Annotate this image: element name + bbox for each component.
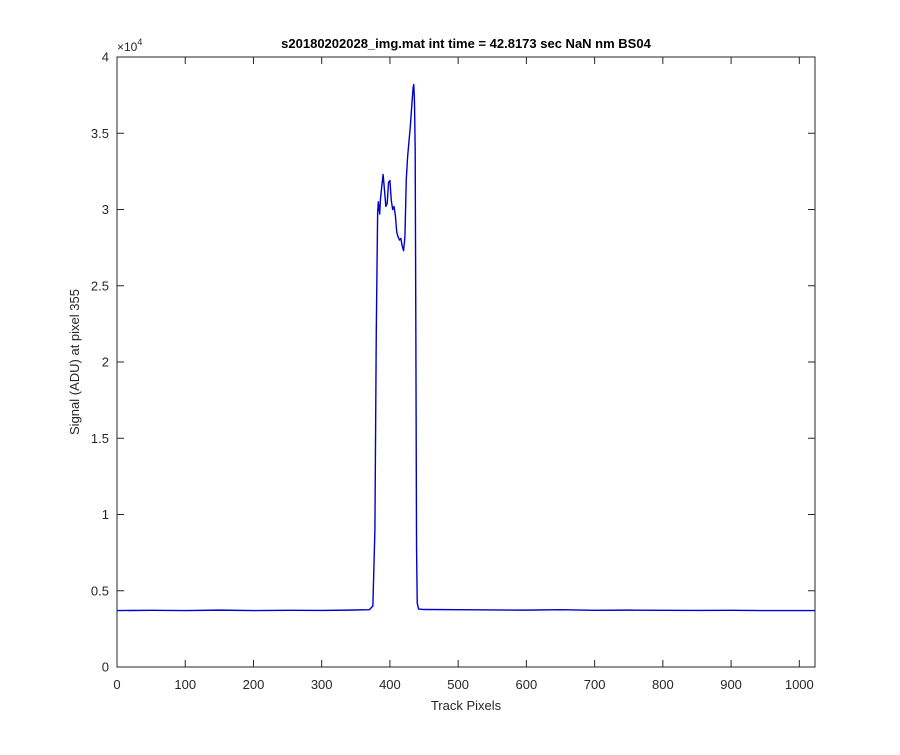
chart-title: s20180202028_img.mat int time = 42.8173 … (281, 36, 651, 51)
x-tick-label: 900 (720, 677, 742, 692)
y-axis-exponent: ×104 (117, 37, 142, 54)
y-tick-label: 1.5 (91, 431, 109, 446)
series-line-1 (116, 83, 815, 612)
y-tick-label: 3 (102, 202, 109, 217)
plot-area (116, 83, 815, 612)
y-tick-label: 0.5 (91, 583, 109, 598)
x-tick-label: 0 (113, 677, 120, 692)
x-tick-label: 400 (379, 677, 401, 692)
y-tick-label: 2 (102, 355, 109, 370)
x-tick-label: 800 (652, 677, 674, 692)
x-tick-label: 300 (311, 677, 333, 692)
y-exponent-base: ×10 (117, 40, 138, 54)
x-tick-label: 600 (516, 677, 538, 692)
axis-ticks: 0 100 200 300 400 500 600 700 800 900 1000 0 0.5 1 1.5… (91, 50, 815, 692)
y-exponent-power: 4 (137, 37, 142, 47)
x-tick-label: 700 (584, 677, 606, 692)
x-tick-label: 500 (447, 677, 469, 692)
x-tick-label: 200 (243, 677, 265, 692)
y-tick-label: 0 (102, 660, 109, 675)
y-tick-label: 4 (102, 50, 109, 65)
y-tick-label: 1 (102, 507, 109, 522)
x-tick-label: 1000 (785, 677, 814, 692)
x-axis-label: Track Pixels (431, 698, 502, 713)
y-tick-label: 3.5 (91, 126, 109, 141)
x-tick-label: 100 (174, 677, 196, 692)
y-tick-label: 2.5 (91, 278, 109, 293)
axes-frame (116, 56, 816, 668)
y-axis-label: Signal (ADU) at pixel 355 (67, 289, 82, 435)
